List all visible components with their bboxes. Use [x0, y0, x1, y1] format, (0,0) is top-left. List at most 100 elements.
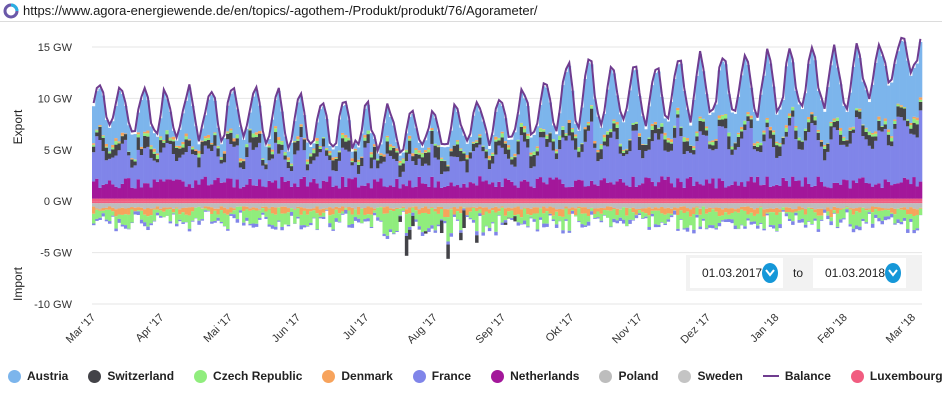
bar-segment — [848, 198, 853, 202]
bar-segment — [874, 136, 878, 141]
bar-segment — [650, 198, 655, 202]
bar-segment — [842, 198, 846, 202]
date-to-dropdown-icon[interactable] — [885, 263, 901, 283]
bar-segment — [538, 104, 543, 129]
bar-segment — [360, 201, 364, 204]
bar-segment — [318, 198, 323, 202]
bar-segment — [459, 203, 463, 207]
bar-segment — [139, 219, 144, 224]
bar-segment — [296, 136, 300, 140]
bar-segment — [159, 198, 163, 202]
bar-segment — [634, 122, 639, 124]
bar-segment — [807, 203, 811, 208]
bar-segment — [717, 198, 722, 202]
bar-segment — [350, 203, 355, 208]
date-from-dropdown-icon[interactable] — [762, 263, 778, 283]
legend-item-luxembourg[interactable]: Luxembourg — [850, 369, 942, 383]
bar-segment — [650, 210, 655, 214]
bar-segment — [123, 225, 128, 229]
bar-segment — [545, 203, 549, 209]
legend-item-netherlands[interactable]: Netherlands — [491, 369, 579, 383]
bar-segment — [762, 75, 766, 131]
bar-segment — [219, 158, 224, 160]
bar-segment — [835, 198, 840, 202]
bar-segment — [197, 203, 201, 207]
bar-segment — [835, 213, 840, 227]
bar-segment — [768, 130, 773, 139]
bar-segment — [692, 207, 696, 214]
bar-segment — [104, 198, 109, 202]
bar-segment — [762, 132, 766, 135]
bar-segment — [829, 203, 833, 210]
bar-segment — [411, 156, 415, 162]
bar-segment — [210, 151, 214, 185]
bar-segment — [459, 187, 463, 199]
bar-segment — [704, 203, 709, 209]
bar-segment — [328, 203, 332, 208]
bar-segment — [609, 182, 613, 199]
bar-segment — [845, 203, 849, 207]
date-to-field[interactable]: 01.03.2018 — [813, 258, 906, 288]
bar-segment — [449, 130, 454, 149]
bar-segment — [353, 198, 358, 202]
bar-segment — [235, 201, 240, 204]
legend-item-austria[interactable]: Austria — [8, 369, 68, 383]
bar-segment — [235, 138, 240, 146]
bar-segment — [494, 186, 498, 199]
bar-segment — [178, 145, 182, 149]
legend-item-poland[interactable]: Poland — [599, 369, 658, 383]
legend-item-sweden[interactable]: Sweden — [678, 369, 743, 383]
legend-item-switzerland[interactable]: Switzerland — [88, 369, 174, 383]
bar-segment — [522, 198, 527, 202]
bar-segment — [127, 198, 131, 202]
bar-segment — [277, 188, 281, 199]
bar-segment — [168, 198, 173, 202]
bar-segment — [861, 81, 865, 125]
legend-item-france[interactable]: France — [412, 369, 471, 383]
url-text[interactable]: https://www.agora-energiewende.de/en/top… — [23, 3, 538, 18]
bar-segment — [446, 171, 450, 186]
bar-segment — [197, 150, 201, 154]
bar-segment — [596, 116, 600, 151]
address-bar[interactable]: https://www.agora-energiewende.de/en/top… — [0, 0, 942, 22]
bar-segment — [382, 203, 386, 208]
bar-segment — [580, 207, 584, 214]
bar-segment — [478, 134, 482, 137]
bar-segment — [232, 210, 236, 215]
bar-segment — [446, 198, 450, 202]
bar-segment — [602, 203, 607, 209]
bar-segment — [235, 179, 240, 199]
bar-segment — [341, 211, 345, 214]
bar-segment — [599, 145, 604, 150]
bar-segment — [628, 90, 632, 140]
legend-item-denmark[interactable]: Denmark — [322, 369, 393, 383]
bar-segment — [168, 111, 173, 138]
date-to-value: 01.03.2018 — [825, 266, 886, 280]
bar-segment — [111, 121, 115, 145]
bar-segment — [637, 203, 642, 209]
bar-segment — [771, 132, 776, 135]
legend-item-czech-republic[interactable]: Czech Republic — [194, 369, 302, 383]
bar-segment — [896, 51, 900, 104]
bar-segment — [765, 212, 770, 214]
bar-segment — [676, 178, 680, 199]
bar-segment — [720, 61, 725, 115]
bar-segment — [171, 141, 176, 155]
bar-segment — [743, 210, 747, 227]
bar-segment — [621, 182, 626, 199]
bar-segment — [123, 134, 128, 140]
bar-segment — [634, 203, 639, 210]
bar-segment — [388, 208, 393, 211]
legend-item-balance[interactable]: Balance — [762, 369, 831, 383]
bar-segment — [293, 201, 297, 204]
bar-segment — [682, 201, 687, 204]
bar-segment — [159, 137, 163, 141]
bar-segment — [242, 159, 246, 161]
date-from-field[interactable]: 01.03.2017 — [690, 258, 783, 288]
bar-segment — [398, 188, 402, 199]
bar-segment — [459, 148, 463, 150]
bar-segment — [532, 134, 537, 152]
bar-segment — [867, 132, 872, 136]
bar-segment — [210, 214, 214, 222]
bar-segment — [519, 135, 524, 182]
